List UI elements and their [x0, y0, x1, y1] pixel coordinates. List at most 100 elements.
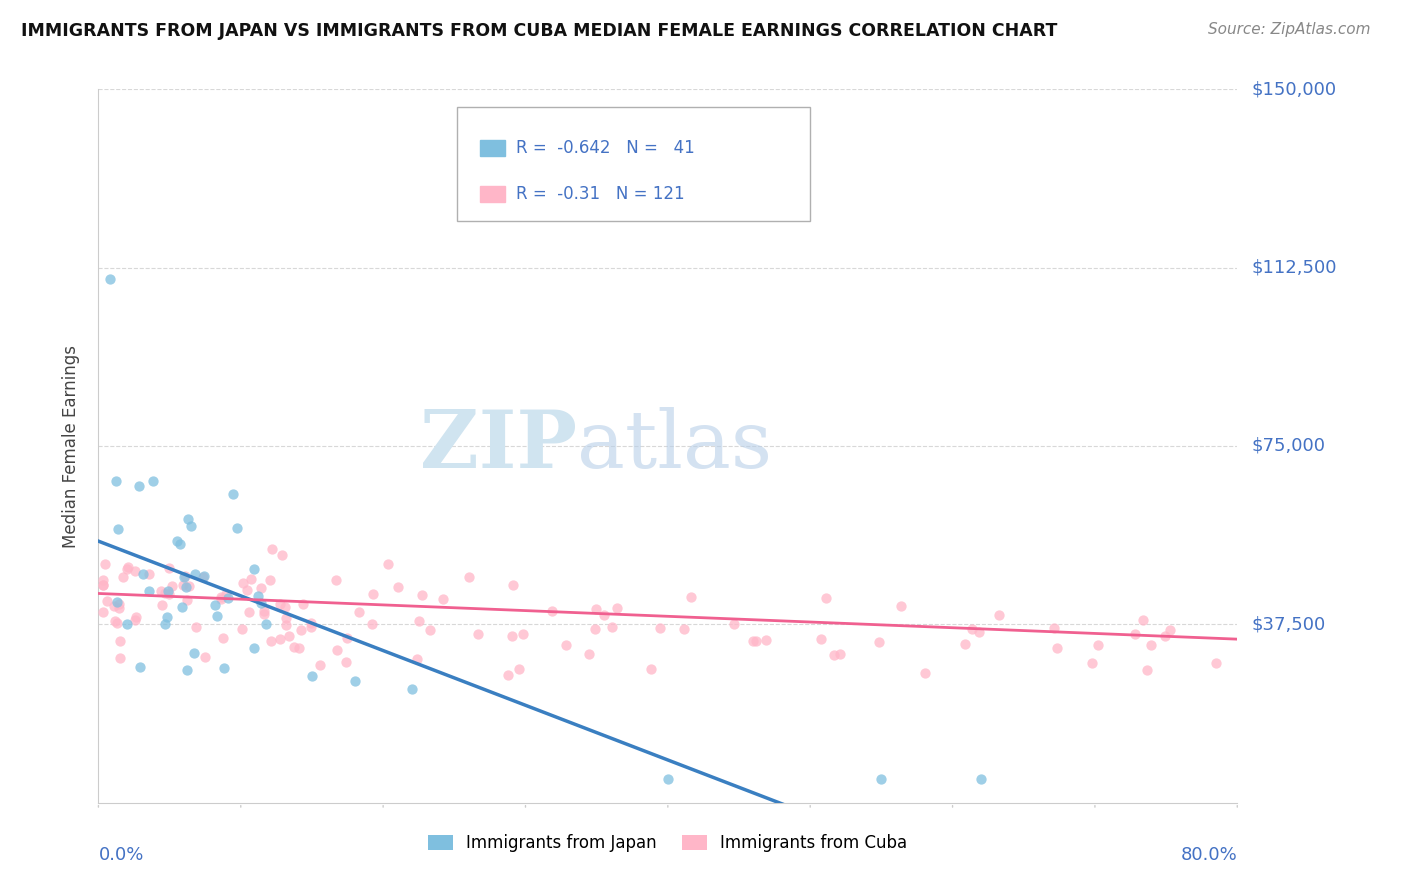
- Point: [401, 681, 423, 696]
- Point: [173, 570, 195, 584]
- Point: [212, 631, 235, 645]
- Point: [288, 641, 311, 656]
- Point: [104, 614, 127, 628]
- Point: [970, 772, 993, 786]
- Point: [108, 601, 131, 615]
- Point: [309, 657, 332, 672]
- Point: [406, 651, 429, 665]
- Point: [191, 569, 214, 583]
- Point: [138, 566, 160, 581]
- Point: [408, 614, 430, 628]
- Point: [107, 522, 129, 536]
- Point: [814, 591, 837, 606]
- Text: $112,500: $112,500: [1251, 259, 1337, 277]
- Point: [243, 641, 266, 656]
- Point: [1043, 621, 1066, 635]
- Point: [1123, 627, 1146, 641]
- Point: [238, 605, 260, 619]
- Point: [129, 660, 152, 674]
- Point: [1080, 656, 1102, 670]
- Point: [326, 642, 349, 657]
- Point: [868, 634, 890, 648]
- Point: [125, 609, 148, 624]
- Point: [467, 627, 489, 641]
- Point: [128, 479, 150, 493]
- Point: [290, 623, 312, 637]
- Point: [1205, 657, 1227, 671]
- Point: [96, 594, 118, 608]
- Text: 80.0%: 80.0%: [1181, 846, 1237, 863]
- Point: [432, 592, 454, 607]
- Point: [672, 622, 695, 636]
- Y-axis label: Median Female Earnings: Median Female Earnings: [62, 344, 80, 548]
- Point: [91, 605, 114, 619]
- Point: [458, 570, 481, 584]
- Point: [823, 648, 845, 662]
- Point: [962, 622, 984, 636]
- Point: [274, 600, 297, 615]
- Point: [174, 580, 197, 594]
- Point: [325, 573, 347, 587]
- Point: [602, 620, 624, 634]
- Point: [222, 486, 245, 500]
- Text: 0.0%: 0.0%: [98, 846, 143, 863]
- Point: [105, 595, 128, 609]
- Point: [914, 666, 936, 681]
- Point: [890, 599, 912, 613]
- Point: [209, 590, 232, 604]
- Point: [1140, 638, 1163, 652]
- Point: [292, 598, 315, 612]
- Point: [94, 557, 117, 571]
- Point: [501, 629, 523, 643]
- Point: [299, 620, 322, 634]
- Point: [640, 662, 662, 676]
- Point: [250, 596, 273, 610]
- Point: [583, 622, 606, 636]
- Text: $75,000: $75,000: [1251, 437, 1326, 455]
- Point: [252, 607, 274, 621]
- Point: [209, 592, 232, 607]
- Point: [253, 604, 276, 618]
- Point: [226, 521, 249, 535]
- Point: [183, 647, 205, 661]
- Point: [117, 562, 139, 576]
- Point: [204, 598, 226, 612]
- Text: R =  -0.642   N =   41: R = -0.642 N = 41: [516, 139, 695, 157]
- Point: [419, 623, 441, 637]
- Point: [108, 597, 131, 611]
- Text: R =  -0.31   N = 121: R = -0.31 N = 121: [516, 186, 685, 203]
- Point: [1136, 663, 1159, 677]
- Point: [157, 560, 180, 574]
- Point: [1159, 624, 1181, 638]
- Point: [108, 633, 131, 648]
- Point: [246, 589, 269, 603]
- Point: [276, 618, 298, 632]
- Point: [174, 569, 197, 583]
- Point: [335, 655, 357, 669]
- Point: [1132, 613, 1154, 627]
- Point: [217, 591, 239, 605]
- Text: Source: ZipAtlas.com: Source: ZipAtlas.com: [1208, 22, 1371, 37]
- Point: [169, 537, 191, 551]
- Point: [112, 570, 135, 584]
- Point: [555, 638, 578, 652]
- Point: [176, 592, 198, 607]
- Point: [117, 617, 139, 632]
- Point: [283, 640, 305, 654]
- Point: [236, 583, 259, 598]
- Point: [117, 560, 139, 574]
- Point: [98, 272, 121, 286]
- Point: [361, 587, 384, 601]
- Point: [411, 588, 433, 602]
- Point: [184, 620, 207, 634]
- Point: [278, 629, 301, 643]
- Point: [184, 566, 207, 581]
- Point: [103, 599, 125, 614]
- Point: [1046, 641, 1069, 656]
- Point: [132, 566, 155, 581]
- Point: [156, 583, 179, 598]
- Point: [755, 633, 778, 648]
- Point: [105, 474, 128, 488]
- Point: [105, 615, 128, 630]
- Point: [231, 623, 253, 637]
